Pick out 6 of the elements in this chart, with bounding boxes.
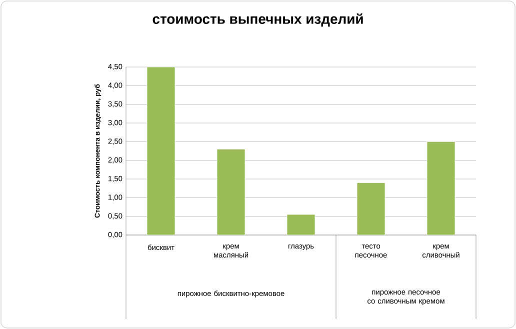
bar xyxy=(286,214,316,235)
bar xyxy=(426,141,456,235)
bar xyxy=(356,182,386,235)
bar xyxy=(146,67,176,235)
bar xyxy=(216,148,246,235)
chart-title: стоимость выпечных изделий xyxy=(152,13,363,27)
